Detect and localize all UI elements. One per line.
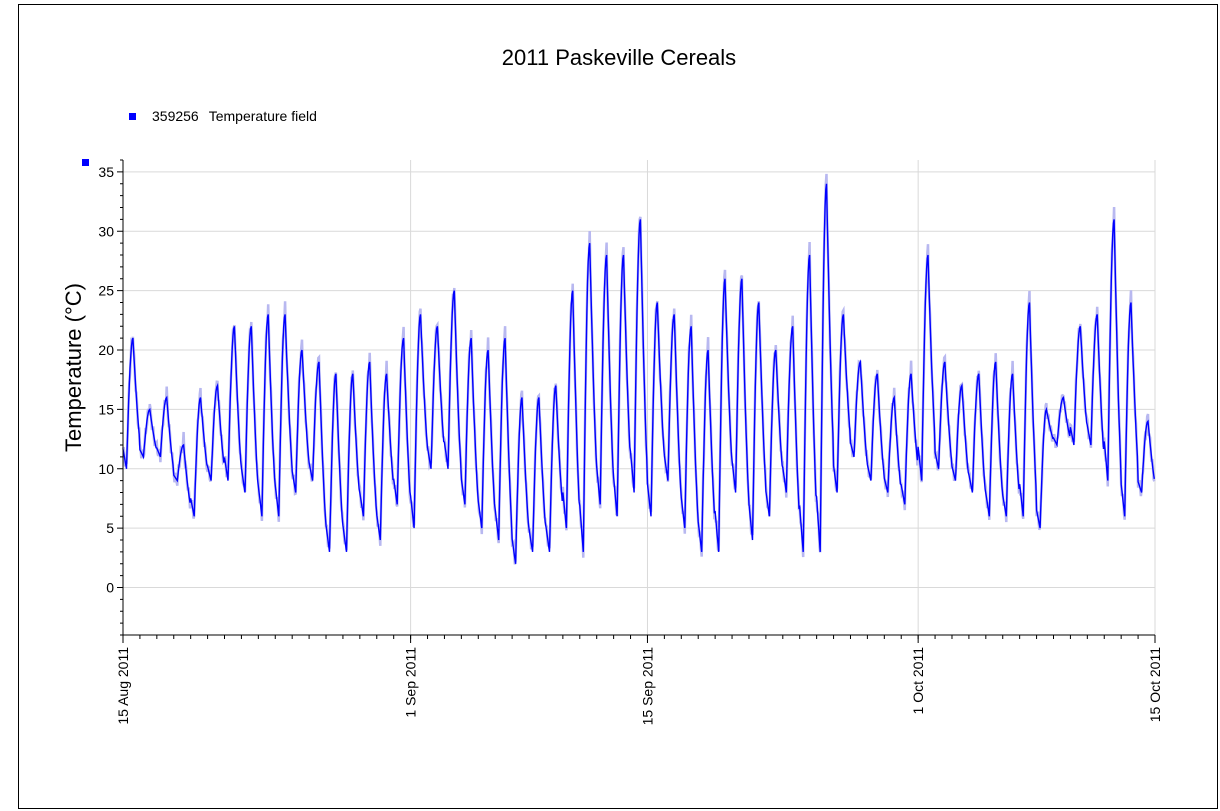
chart-title: 2011 Paskeville Cereals [501, 45, 737, 70]
y-axis-title: Temperature (°C) [61, 283, 86, 452]
y-tick-label: 0 [106, 580, 114, 596]
y-tick-label: 5 [106, 520, 114, 536]
x-tick-label: 15 Aug 2011 [115, 647, 131, 725]
y-tick-label: 30 [98, 223, 114, 239]
legend-series-id: 359256 [152, 108, 199, 124]
series-marker [82, 159, 89, 166]
x-tick-label: 15 Oct 2011 [1147, 647, 1163, 722]
y-tick-label: 15 [98, 401, 114, 417]
x-tick-label: 1 Oct 2011 [910, 647, 926, 715]
line-chart: 0 5 10 15 20 25 30 35 15 Aug 2011 1 Sep 2011 15 Se… [61, 159, 1163, 726]
chart-frame: 2011 Paskeville Cereals 359256 Temperatu… [18, 4, 1218, 809]
series-line-temperature-field [122, 183, 1155, 564]
y-tick-label: 25 [98, 283, 114, 299]
legend-swatch [129, 112, 136, 120]
y-tick-label: 20 [98, 342, 114, 358]
legend-series-name: Temperature field [208, 108, 317, 124]
y-tick-label: 35 [98, 164, 114, 180]
x-tick-label: 15 Sep 2011 [639, 647, 655, 726]
legend: 359256 Temperature field [129, 108, 317, 124]
x-tick-label: 1 Sep 2011 [403, 647, 419, 718]
y-tick-label: 10 [98, 461, 114, 477]
